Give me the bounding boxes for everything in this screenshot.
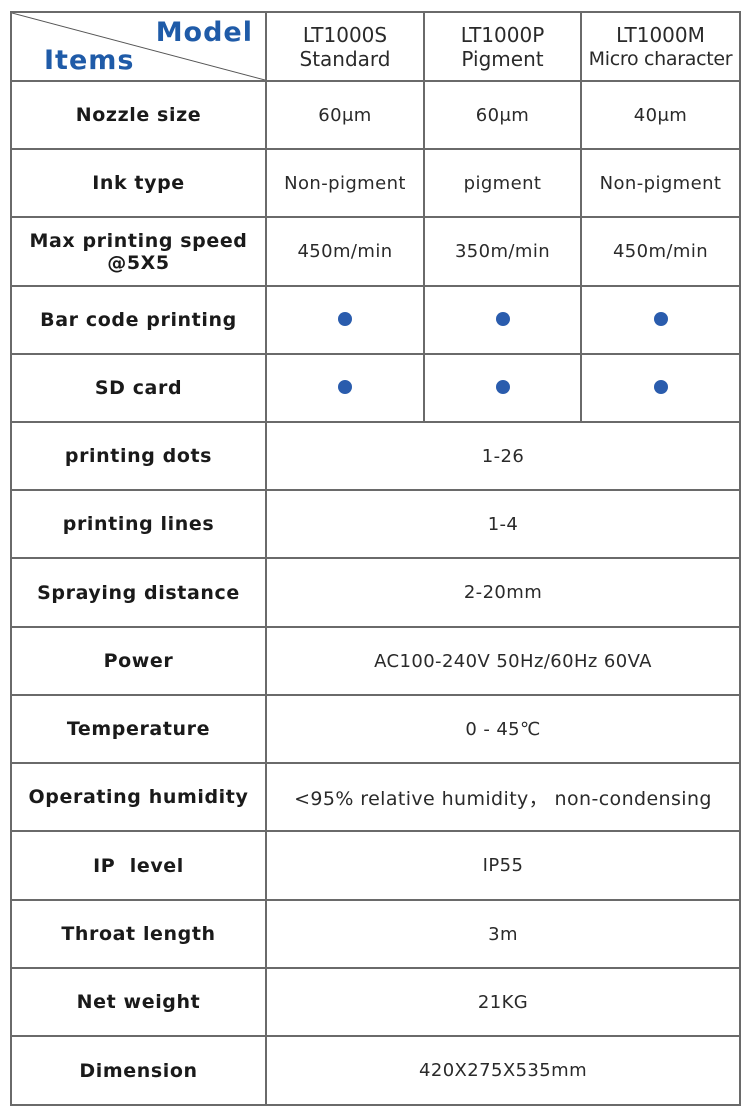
supported-dot-icon (338, 379, 352, 394)
cell-value: IP55 (265, 830, 741, 901)
table-row: SD card (10, 353, 741, 423)
row-label: Operating humidity (10, 762, 267, 832)
table-row: printing dots 1-26 (10, 421, 741, 491)
table-row: printing lines 1-4 (10, 489, 741, 559)
model-heading: Model (155, 17, 253, 48)
diagonal-line (13, 14, 264, 79)
model-sub: Standard (299, 46, 391, 71)
row-label: Bar code printing (10, 285, 267, 355)
cell-value: Non-pigment (580, 148, 741, 218)
supported-dot-icon (653, 379, 668, 394)
row-label: SD card (10, 353, 267, 423)
cell-value: 60μm (423, 80, 582, 150)
row-label: Ink type (10, 148, 267, 218)
model-name: LT1000M (616, 22, 705, 47)
table-row: Max printing speed @5X5 450m/min 350m/min… (10, 216, 741, 287)
items-heading: Items (44, 45, 135, 76)
row-label-line: Max printing speed (29, 229, 248, 252)
row-label: Temperature (10, 694, 267, 764)
cell-value: 40μm (580, 80, 741, 150)
row-label: Spraying distance (10, 557, 267, 628)
cell-value (423, 285, 582, 355)
row-label: Nozzle size (10, 80, 267, 150)
cell-value: pigment (423, 148, 582, 218)
row-label: Power (10, 626, 267, 696)
table-row: Spraying distance 2-20mm (10, 557, 741, 628)
table-row: Nozzle size 60μm 60μm 40μm (10, 80, 741, 150)
cell-value: 3m (265, 899, 741, 969)
cell-value (265, 353, 425, 423)
row-label: printing lines (10, 489, 267, 559)
table-row: Throat length 3m (10, 899, 741, 969)
model-header-lt1000p: LT1000P Pigment (423, 11, 582, 82)
table-row: IP level IP55 (10, 830, 741, 901)
cell-value: 60μm (265, 80, 425, 150)
model-name: LT1000S (302, 22, 388, 47)
supported-dot-icon (653, 311, 668, 326)
cell-value (423, 353, 582, 423)
cell-value (580, 285, 741, 355)
header-row: Model Items LT1000S Standard LT1000P Pigme… (10, 11, 741, 82)
supported-dot-icon (338, 311, 352, 326)
cell-value (580, 353, 741, 423)
row-label: IP level (10, 830, 267, 901)
row-label: Max printing speed @5X5 (10, 216, 267, 287)
table-row: Power AC100-240V 50Hz/60Hz 60VA (10, 626, 741, 696)
row-label: Throat length (10, 899, 267, 969)
table-row: Ink type Non-pigment pigment Non-pigment (10, 148, 741, 218)
supported-dot-icon (495, 311, 510, 326)
model-sub: Micro character (588, 47, 733, 70)
model-sub: Pigment (461, 46, 544, 71)
cell-value: 2-20mm (265, 557, 741, 628)
cell-value: 420X275X535mm (265, 1035, 741, 1106)
row-label-line: @5X5 (107, 251, 170, 274)
cell-value (265, 285, 425, 355)
model-header-lt1000m: LT1000M Micro character (580, 11, 741, 82)
cell-value: 350m/min (423, 216, 582, 287)
cell-value: 21KG (265, 967, 741, 1037)
cell-value: 1-4 (265, 489, 741, 559)
cell-value: <95% relative humidity， non-condensing (265, 762, 741, 832)
row-label: Net weight (10, 967, 267, 1037)
corner-cell: Model Items (10, 11, 267, 82)
model-name: LT1000P (460, 22, 545, 47)
table-row: Temperature 0 - 45℃ (10, 694, 741, 764)
cell-value: 1-26 (265, 421, 741, 491)
row-label: printing dots (10, 421, 267, 491)
cell-value: AC100-240V 50Hz/60Hz 60VA (265, 626, 741, 696)
cell-value: 450m/min (580, 216, 741, 287)
row-label: Dimension (10, 1035, 267, 1106)
model-header-lt1000s: LT1000S Standard (265, 11, 425, 82)
table-row: Operating humidity <95% relative humidit… (10, 762, 741, 832)
table-row: Bar code printing (10, 285, 741, 355)
table-row: Net weight 21KG (10, 967, 741, 1037)
cell-value: 0 - 45℃ (265, 694, 741, 764)
table-row: Dimension 420X275X535mm (10, 1035, 741, 1106)
spec-table: Model Items LT1000S Standard LT1000P Pigme… (10, 11, 741, 1106)
cell-value: Non-pigment (265, 148, 425, 218)
cell-value: 450m/min (265, 216, 425, 287)
supported-dot-icon (495, 379, 510, 394)
